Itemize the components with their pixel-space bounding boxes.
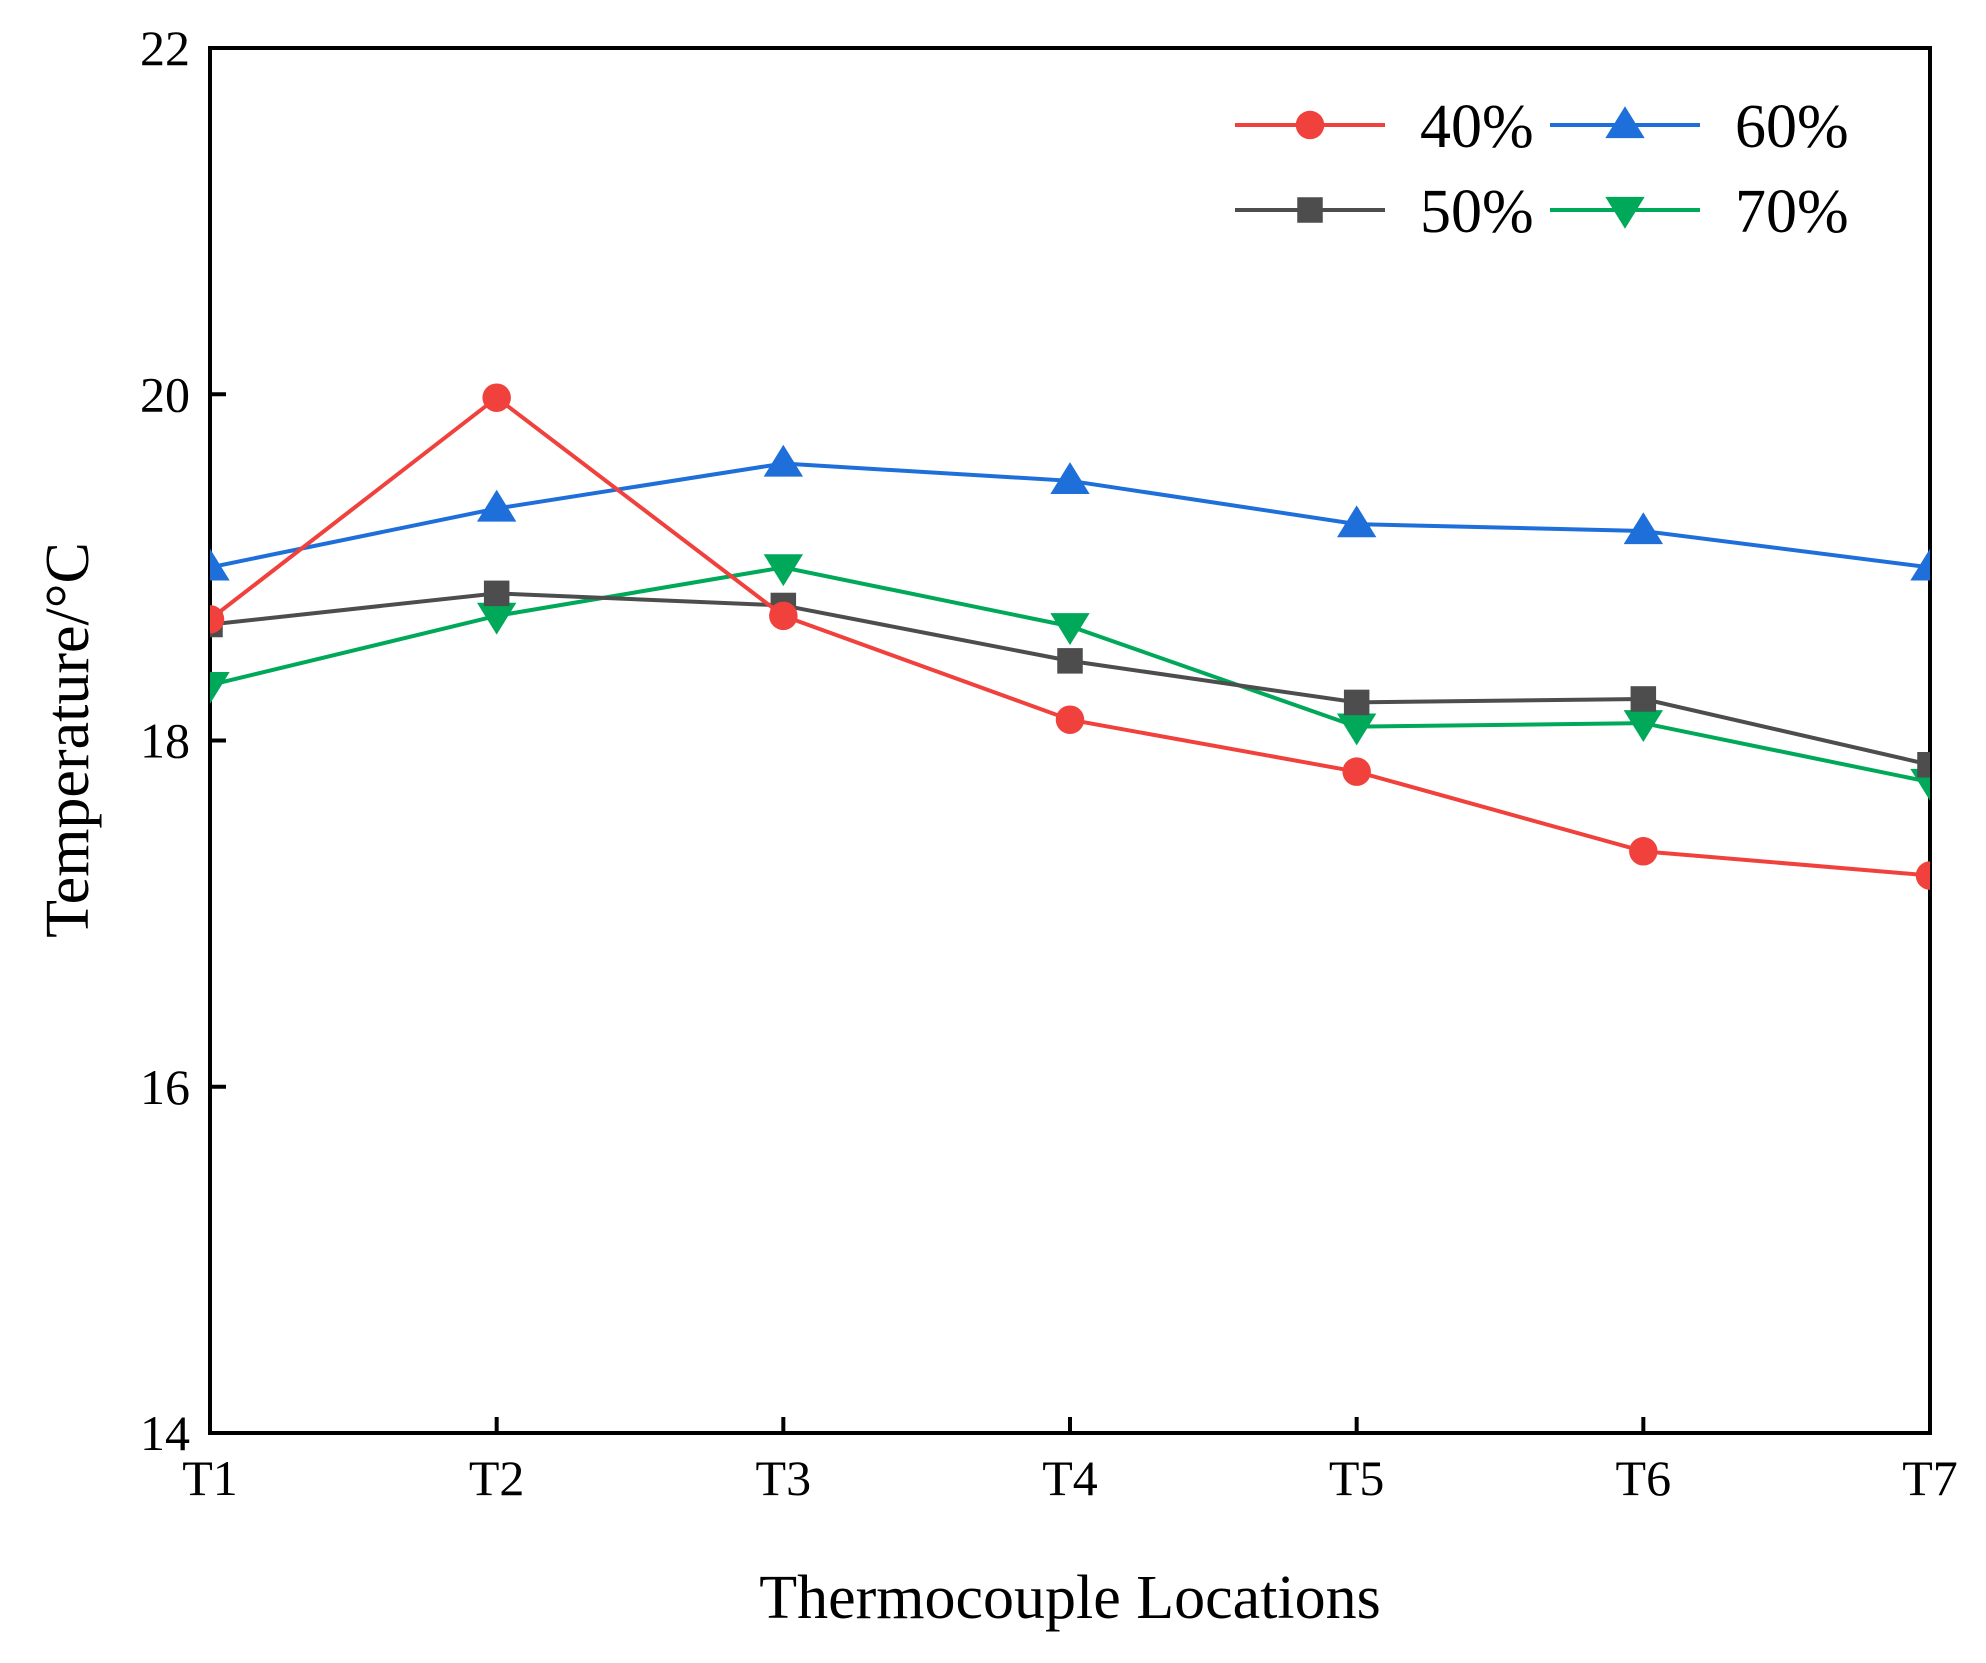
legend-marker [1295, 110, 1325, 140]
y-tick-label: 14 [140, 1405, 190, 1461]
data-point [1910, 548, 1930, 581]
series-70pct [210, 554, 1930, 801]
legend-label: 60% [1735, 93, 1849, 161]
data-point [210, 671, 230, 704]
legend: 40% 50% 60% 70% [1235, 93, 1849, 246]
data-point [1055, 705, 1085, 734]
legend-item: 70% [1550, 178, 1849, 246]
series-layer [210, 383, 1930, 890]
legend-label: 70% [1735, 178, 1849, 246]
x-tick-label: T7 [1902, 1450, 1958, 1506]
data-point [769, 601, 798, 631]
data-point [210, 548, 230, 581]
y-tick-label: 22 [140, 20, 190, 76]
y-tick-label: 16 [140, 1059, 190, 1115]
series-40pct [210, 383, 1930, 890]
data-point [1623, 512, 1664, 545]
y-axis-title: Temperature/°C [34, 542, 102, 938]
data-point [1336, 505, 1377, 538]
legend-marker [1605, 196, 1645, 229]
legend-marker [1297, 197, 1323, 223]
data-point [1336, 713, 1377, 746]
x-axis-title: Thermocouple Locations [759, 1564, 1381, 1632]
data-point [763, 554, 804, 587]
data-point [1630, 686, 1657, 712]
x-tick-label: T6 [1616, 1450, 1672, 1506]
legend-label: 50% [1420, 178, 1534, 246]
data-point [1915, 861, 1930, 890]
legend-item: 50% [1235, 178, 1534, 246]
data-point [482, 383, 511, 412]
x-tick-label: T2 [469, 1450, 525, 1506]
y-tick-label: 18 [140, 713, 190, 769]
plot-frame [208, 46, 1932, 1435]
data-point [1917, 751, 1930, 778]
data-point [1343, 689, 1370, 716]
x-tick-label: T5 [1329, 1450, 1385, 1506]
x-tick-label: T3 [756, 1450, 812, 1506]
legend-item: 60% [1550, 93, 1849, 161]
data-point [483, 580, 510, 607]
series-60pct [210, 444, 1930, 581]
data-point [1623, 710, 1664, 742]
data-point [476, 489, 517, 522]
data-point [476, 602, 517, 635]
data-point [763, 444, 804, 477]
data-point [1342, 757, 1371, 786]
legend-label: 40% [1420, 93, 1534, 161]
legend-item: 40% [1235, 93, 1534, 161]
x-tick-label: T4 [1042, 1450, 1098, 1506]
series-50pct [210, 580, 1930, 778]
y-tick-label: 20 [140, 366, 190, 422]
data-point [1050, 462, 1090, 494]
data-point [210, 605, 225, 634]
data-point [1050, 613, 1090, 645]
x-tick-label: T1 [182, 1450, 238, 1506]
data-point [1629, 837, 1658, 866]
data-point [1057, 648, 1083, 674]
y-axis: 14 16 18 20 22 [140, 20, 226, 1461]
x-axis: T1 T2 T3 T4 T5 T6 T7 [182, 1417, 1958, 1506]
series-line [210, 565, 1930, 785]
legend-marker [1605, 106, 1645, 139]
